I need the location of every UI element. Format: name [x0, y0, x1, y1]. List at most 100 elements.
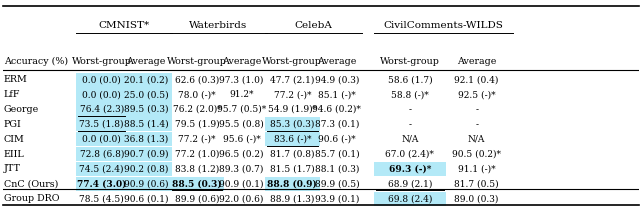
Bar	[76, 177, 225, 191]
Text: 67.0 (2.4)*: 67.0 (2.4)*	[385, 149, 435, 159]
Text: CnC (Ours): CnC (Ours)	[4, 179, 58, 188]
Text: 76.4 (2.3): 76.4 (2.3)	[79, 105, 124, 114]
Text: 69.3 (-)*: 69.3 (-)*	[388, 164, 431, 173]
Text: 90.9 (0.6): 90.9 (0.6)	[124, 179, 168, 188]
Text: CelebA: CelebA	[294, 21, 333, 30]
Text: 85.7 (0.1): 85.7 (0.1)	[314, 149, 359, 159]
Text: 77.2 (-)*: 77.2 (-)*	[179, 135, 216, 144]
Text: 73.5 (1.8): 73.5 (1.8)	[79, 120, 124, 129]
Text: 68.9 (2.1): 68.9 (2.1)	[388, 179, 432, 188]
Text: 77.4 (3.0): 77.4 (3.0)	[77, 179, 126, 188]
Text: 89.0 (0.3): 89.0 (0.3)	[454, 194, 499, 203]
Text: CIM: CIM	[4, 135, 24, 144]
Text: 97.3 (1.0): 97.3 (1.0)	[220, 75, 264, 84]
Bar	[76, 117, 172, 131]
Bar	[374, 162, 446, 176]
Text: Average: Average	[317, 57, 356, 66]
Text: 91.1 (-)*: 91.1 (-)*	[458, 164, 495, 173]
Text: PGI: PGI	[4, 120, 22, 129]
Text: 87.3 (0.1): 87.3 (0.1)	[315, 120, 359, 129]
Text: 77.2 (1.0): 77.2 (1.0)	[175, 149, 220, 159]
Text: 90.5 (0.2)*: 90.5 (0.2)*	[452, 149, 501, 159]
Bar	[76, 73, 172, 87]
Text: 89.3 (0.7): 89.3 (0.7)	[220, 164, 264, 173]
Text: 96.5 (0.2): 96.5 (0.2)	[220, 149, 264, 159]
Text: JTT: JTT	[4, 164, 20, 173]
Text: 79.5 (1.9): 79.5 (1.9)	[175, 120, 220, 129]
Text: Group DRO: Group DRO	[4, 194, 60, 203]
Bar	[265, 177, 320, 191]
Text: 94.9 (0.3): 94.9 (0.3)	[315, 75, 359, 84]
Text: 78.5 (4.5): 78.5 (4.5)	[79, 194, 124, 203]
Bar	[265, 132, 320, 146]
Text: 0.0 (0.0): 0.0 (0.0)	[83, 90, 121, 99]
Bar	[76, 87, 172, 102]
Text: 88.5 (0.3): 88.5 (0.3)	[172, 179, 222, 188]
Text: 89.9 (0.5): 89.9 (0.5)	[314, 179, 359, 188]
Text: Average: Average	[127, 57, 166, 66]
Text: 36.8 (1.3): 36.8 (1.3)	[124, 135, 168, 144]
Text: Average: Average	[457, 57, 497, 66]
Text: Worst-group: Worst-group	[167, 57, 227, 66]
Text: 0.0 (0.0): 0.0 (0.0)	[83, 135, 121, 144]
Text: 20.1 (0.2): 20.1 (0.2)	[124, 75, 168, 84]
Text: 95.6 (-)*: 95.6 (-)*	[223, 135, 260, 144]
Text: 90.9 (0.1): 90.9 (0.1)	[220, 179, 264, 188]
Text: 47.7 (2.1): 47.7 (2.1)	[270, 75, 314, 84]
Text: 72.8 (6.8): 72.8 (6.8)	[79, 149, 124, 159]
Bar	[76, 162, 172, 176]
Text: 0.0 (0.0): 0.0 (0.0)	[83, 75, 121, 84]
Text: 74.5 (2.4): 74.5 (2.4)	[79, 164, 124, 173]
Text: 58.8 (-)*: 58.8 (-)*	[391, 90, 429, 99]
Text: 88.8 (0.9): 88.8 (0.9)	[268, 179, 317, 188]
Text: 90.2 (0.8): 90.2 (0.8)	[124, 164, 168, 173]
Text: 69.8 (2.4): 69.8 (2.4)	[388, 194, 432, 203]
Bar	[76, 102, 172, 117]
Text: 89.5 (0.3): 89.5 (0.3)	[124, 105, 168, 114]
Text: 92.5 (-)*: 92.5 (-)*	[458, 90, 495, 99]
Bar	[265, 117, 320, 131]
Text: N/A: N/A	[468, 135, 485, 144]
Text: 83.6 (-)*: 83.6 (-)*	[274, 135, 311, 144]
Text: George: George	[4, 105, 39, 114]
Text: 76.2 (2.0)*: 76.2 (2.0)*	[173, 105, 221, 114]
Text: 91.2*: 91.2*	[229, 90, 254, 99]
Text: ERM: ERM	[4, 75, 28, 84]
Bar	[76, 132, 172, 146]
Text: 58.6 (1.7): 58.6 (1.7)	[388, 75, 432, 84]
Text: Accuracy (%): Accuracy (%)	[4, 56, 68, 66]
Text: 77.2 (-)*: 77.2 (-)*	[274, 90, 311, 99]
Text: 90.6 (0.1): 90.6 (0.1)	[124, 194, 168, 203]
Text: -: -	[475, 120, 478, 129]
Text: 81.7 (0.8): 81.7 (0.8)	[270, 149, 315, 159]
Text: 85.1 (-)*: 85.1 (-)*	[318, 90, 356, 99]
Text: -: -	[408, 105, 412, 114]
Text: LfF: LfF	[4, 90, 20, 99]
Text: 89.9 (0.6): 89.9 (0.6)	[175, 194, 220, 203]
Text: 62.6 (0.3): 62.6 (0.3)	[175, 75, 219, 84]
Text: 25.0 (0.5): 25.0 (0.5)	[124, 90, 168, 99]
Text: 88.1 (0.3): 88.1 (0.3)	[315, 164, 359, 173]
Text: Worst-group: Worst-group	[262, 57, 323, 66]
Text: 88.5 (1.4): 88.5 (1.4)	[124, 120, 168, 129]
Text: 81.7 (0.5): 81.7 (0.5)	[454, 179, 499, 188]
Text: Waterbirds: Waterbirds	[189, 21, 248, 30]
Text: N/A: N/A	[401, 135, 419, 144]
Bar	[374, 191, 446, 206]
Text: CivilComments-WILDS: CivilComments-WILDS	[383, 21, 503, 30]
Text: Worst-group: Worst-group	[72, 57, 132, 66]
Text: Average: Average	[222, 57, 261, 66]
Text: 95.7 (0.5)*: 95.7 (0.5)*	[217, 105, 266, 114]
Text: 90.6 (-)*: 90.6 (-)*	[318, 135, 356, 144]
Text: 81.5 (1.7): 81.5 (1.7)	[270, 164, 315, 173]
Text: 94.6 (0.2)*: 94.6 (0.2)*	[312, 105, 362, 114]
Text: 78.0 (-)*: 78.0 (-)*	[178, 90, 216, 99]
Text: 95.5 (0.8): 95.5 (0.8)	[219, 120, 264, 129]
Text: 93.9 (0.1): 93.9 (0.1)	[315, 194, 359, 203]
Text: 92.1 (0.4): 92.1 (0.4)	[454, 75, 499, 84]
Text: Worst-group: Worst-group	[380, 57, 440, 66]
Text: 83.8 (1.2): 83.8 (1.2)	[175, 164, 219, 173]
Text: 85.3 (0.3): 85.3 (0.3)	[270, 120, 314, 129]
Text: CMNIST*: CMNIST*	[99, 21, 150, 30]
Text: 54.9 (1.9)*: 54.9 (1.9)*	[268, 105, 317, 114]
